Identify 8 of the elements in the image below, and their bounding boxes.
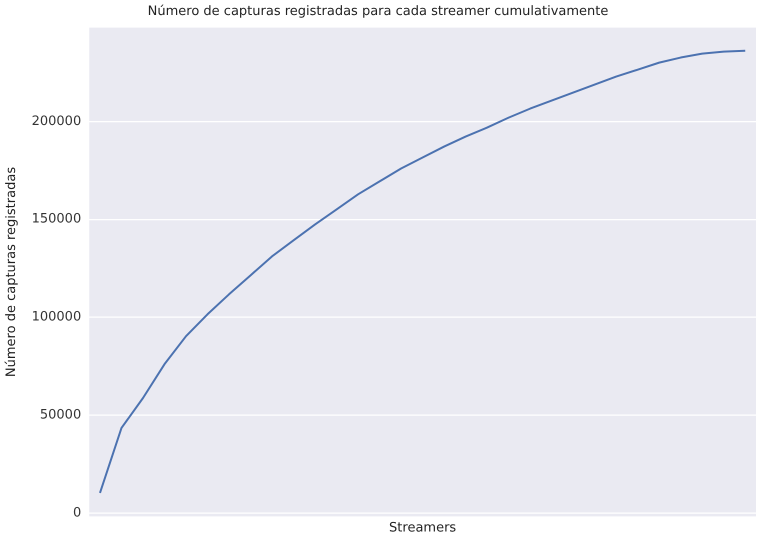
y-tick-label: 100000 bbox=[32, 310, 82, 325]
chart-title: Número de capturas registradas para cada streamer cumulativamente bbox=[148, 4, 608, 20]
y-axis-title: Número de capturas registradas bbox=[4, 166, 20, 378]
y-tick-label: 150000 bbox=[32, 212, 82, 227]
y-tick-label: 0 bbox=[72, 505, 82, 520]
x-axis-title: Streamers bbox=[389, 520, 456, 536]
y-tick-label: 50000 bbox=[40, 407, 82, 422]
y-tick-label: 200000 bbox=[32, 114, 82, 129]
